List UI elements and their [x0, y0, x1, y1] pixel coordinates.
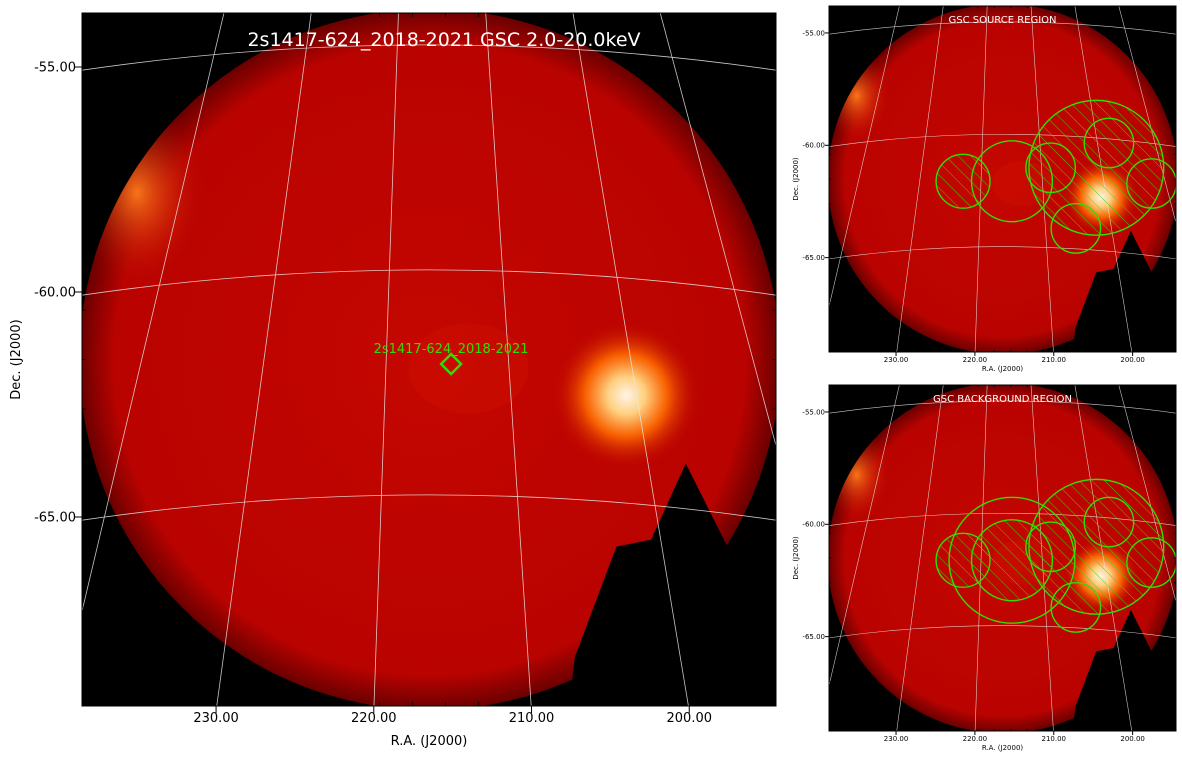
- main-sky-map: 2s1417-624_2018-2021 230.00 220.00 210.00 20…: [9, 12, 777, 749]
- y-axis-label: Dec. (J2000): [792, 157, 800, 201]
- bright-source: [82, 98, 208, 288]
- x-tick-label: 210.00: [1042, 735, 1067, 743]
- y-axis-label: Dec. (J2000): [792, 536, 800, 580]
- x-tick-label: 230.00: [884, 735, 909, 743]
- heatmap-image: [829, 385, 1176, 731]
- ra-gridline: [659, 13, 776, 448]
- x-tick-label: 220.00: [963, 735, 988, 743]
- dec-gridline: [82, 269, 776, 296]
- region-group: [935, 99, 1176, 254]
- x-tick-label: 200.00: [1120, 356, 1145, 364]
- bright-source: [829, 427, 892, 523]
- chart-title: GSC SOURCE REGION: [948, 15, 1056, 26]
- region-circle-icon[interactable]: [1126, 158, 1176, 209]
- ra-gridline: [373, 13, 399, 706]
- dec-gridline: [829, 21, 1176, 35]
- ra-gridline: [1118, 6, 1176, 224]
- background-region-map: 230.00 220.00 210.00 200.00 -55.00 -60.00 -65.…: [792, 384, 1177, 752]
- region-circle-icon[interactable]: [1083, 496, 1135, 548]
- minor-ticks: [81, 12, 777, 707]
- y-tick-label: -55.00: [34, 61, 76, 76]
- ra-gridline: [829, 6, 900, 308]
- y-tick-label: -60.00: [34, 286, 76, 301]
- x-tick-label: 220.00: [351, 711, 397, 726]
- dec-gridline: [829, 400, 1176, 414]
- minor-ticks: [828, 384, 1177, 732]
- marker-label: 2s1417-624_2018-2021: [374, 342, 529, 357]
- x-tick-label: 230.00: [884, 356, 909, 364]
- region-circle-icon[interactable]: [1050, 582, 1102, 633]
- chart-title: GSC BACKGROUND REGION: [933, 394, 1072, 405]
- x-tick-label: 210.00: [1042, 356, 1067, 364]
- y-tick-label: -60.00: [802, 142, 825, 150]
- diamond-marker-icon[interactable]: [439, 352, 463, 376]
- x-axis-label: R.A. (J2000): [982, 744, 1024, 752]
- minor-ticks: [828, 5, 1177, 353]
- y-tick-label: -55.00: [802, 408, 825, 416]
- ra-gridline: [485, 13, 532, 706]
- x-tick-label: 200.00: [1120, 735, 1145, 743]
- y-tick-label: -65.00: [802, 254, 825, 262]
- y-tick-label: -55.00: [802, 29, 825, 37]
- y-axis-label: Dec. (J2000): [9, 319, 24, 399]
- heatmap-image: 2s1417-624_2018-2021: [82, 13, 776, 706]
- dec-gridline: [829, 246, 1176, 260]
- heatmap-image: [829, 6, 1176, 352]
- chart-title: 2s1417-624_2018-2021 GSC 2.0-20.0keV: [247, 29, 640, 51]
- y-tick-label: -65.00: [34, 511, 76, 526]
- x-tick-label: 210.00: [509, 711, 555, 726]
- source-region-map: 230.00 220.00 210.00 200.00 -55.00 -60.00 -65.…: [792, 5, 1177, 373]
- coordinate-grid: [82, 13, 776, 706]
- region-circle-icon[interactable]: [1028, 478, 1165, 615]
- ra-gridline: [896, 385, 944, 731]
- region-circle-icon[interactable]: [1050, 203, 1102, 254]
- ra-gridline: [572, 13, 689, 706]
- y-tick-label: -65.00: [802, 633, 825, 641]
- bright-source: [829, 48, 892, 144]
- heatmap-field: [82, 13, 776, 706]
- x-axis-label: R.A. (J2000): [982, 365, 1024, 373]
- ra-gridline: [82, 13, 225, 614]
- region-circle-icon[interactable]: [1126, 537, 1176, 588]
- dec-gridline: [82, 494, 776, 521]
- region-group: [935, 478, 1176, 633]
- diffuse-emission: [408, 323, 529, 414]
- dec-gridline: [829, 625, 1176, 639]
- region-circle-icon[interactable]: [1083, 117, 1135, 169]
- y-tick-label: -60.00: [802, 521, 825, 529]
- dec-gridline: [82, 44, 776, 71]
- bright-source: [551, 320, 702, 471]
- region-circle-icon[interactable]: [1028, 99, 1165, 236]
- ra-gridline: [216, 13, 312, 706]
- x-axis-label: R.A. (J2000): [391, 734, 468, 749]
- region-circle-icon[interactable]: [935, 153, 991, 209]
- heatmap-disk: [82, 13, 776, 706]
- x-tick-label: 200.00: [667, 711, 713, 726]
- x-tick-label: 220.00: [963, 356, 988, 364]
- ra-gridline: [896, 6, 944, 352]
- ra-gridline: [829, 385, 900, 687]
- ra-gridline: [1118, 385, 1176, 603]
- x-tick-label: 230.00: [193, 711, 239, 726]
